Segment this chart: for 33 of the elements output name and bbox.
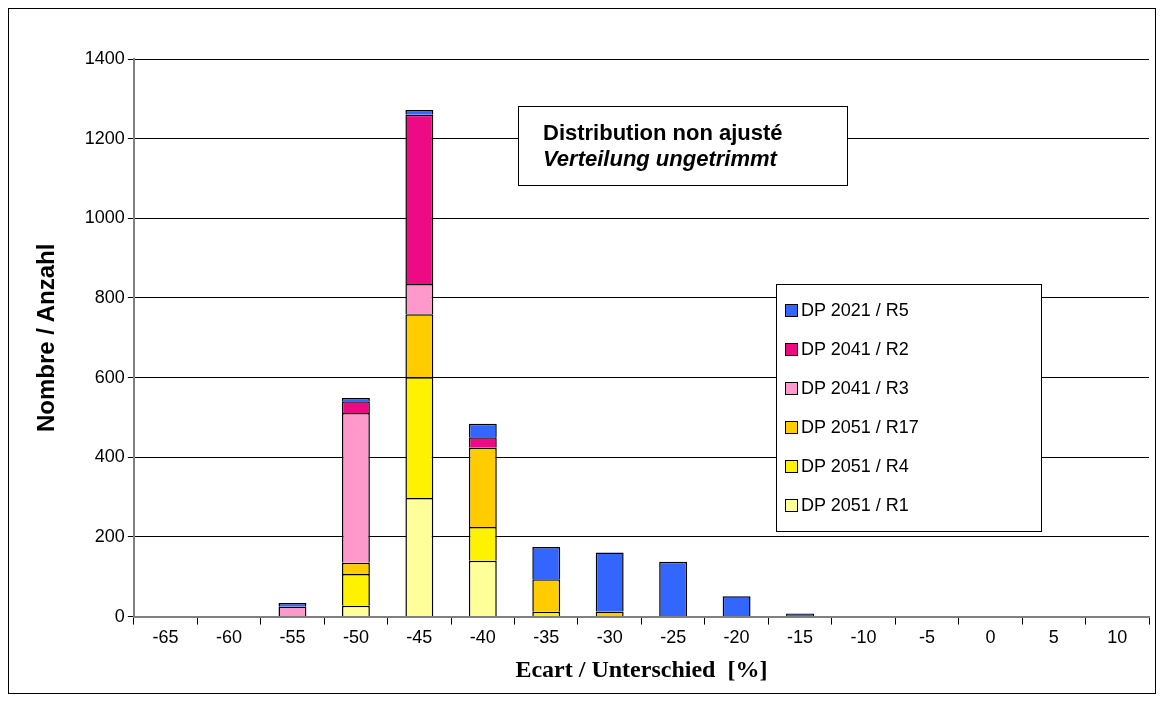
y-tick-label: 200 <box>94 525 125 546</box>
legend-label: DP 2041 / R3 <box>801 378 909 399</box>
y-tick-label: 600 <box>94 366 125 387</box>
y-tick-label: 800 <box>94 286 125 307</box>
legend-label: DP 2051 / R17 <box>801 417 919 438</box>
x-tick-label: -15 <box>787 627 814 648</box>
x-tick-label: 10 <box>1107 627 1128 648</box>
x-tick-label: -55 <box>279 627 306 648</box>
x-axis-title: Ecart / Unterschied [%] <box>515 655 768 682</box>
x-tick-label: -50 <box>342 627 369 648</box>
legend-label: DP 2021 / R5 <box>801 300 909 321</box>
x-tick-label: -30 <box>596 627 623 648</box>
legend-label: DP 2041 / R2 <box>801 339 909 360</box>
x-tick-label: -10 <box>850 627 877 648</box>
x-tick-label: -60 <box>216 627 243 648</box>
y-tick-label: 1400 <box>84 47 125 68</box>
x-tick-label: 5 <box>1048 627 1059 648</box>
x-tick-label: -20 <box>723 627 750 648</box>
x-tick-label: -5 <box>918 627 935 648</box>
x-tick-label: -65 <box>152 627 179 648</box>
x-tick-label: 0 <box>985 627 996 648</box>
y-axis-title: Nombre / Anzahl <box>32 243 60 433</box>
title-box: Distribution non ajusté Verteilung ungetrimmt <box>518 106 848 186</box>
x-tick-label: -40 <box>469 627 496 648</box>
y-tick-label: 1000 <box>84 207 125 228</box>
y-tick-label: 1200 <box>84 127 125 148</box>
y-tick-label: 0 <box>114 605 125 626</box>
legend-label: DP 2051 / R1 <box>801 495 909 516</box>
x-tick-label: -45 <box>406 627 433 648</box>
x-tick-label: -25 <box>660 627 687 648</box>
x-tick-label: -35 <box>533 627 560 648</box>
y-tick-label: 400 <box>94 446 125 467</box>
legend-label: DP 2051 / R4 <box>801 456 909 477</box>
